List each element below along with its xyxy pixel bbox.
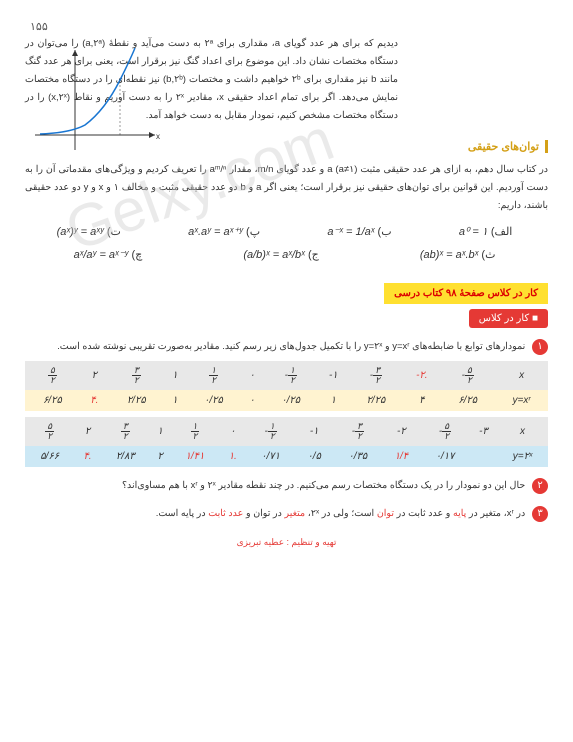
table-x-squared: ۵۲ ۲ ۳۲ ۱ ۱۲ ۰ -۱۲ -۱ -۳۲ -۲. -۵۲ x ۶/۲۵… [25, 361, 548, 411]
classwork-box: کار در کلاس [469, 309, 548, 328]
exponential-chart: x [25, 40, 165, 160]
table-2-power-x: ۵۲ ۲ ۳۲ ۱ ۱۲ ۰ -۱۲ -۱ -۳۲ -۲ -۵۲ -۳ x ۵/… [25, 417, 548, 467]
q3-number: ۳ [532, 506, 548, 522]
definition-paragraph: در کتاب سال دهم، به ازای هر عدد حقیقی مث… [25, 161, 548, 215]
svg-text:x: x [156, 132, 160, 141]
question-2: ۲ حال این دو نمودار را در یک دستگاه مختص… [25, 477, 548, 494]
question-3: ۳ در xʳ، متغیر در پایه و عدد ثابت در توا… [25, 505, 548, 522]
footer-credit: تهیه و تنظیم : عطیه تبریزی [25, 537, 548, 548]
q1-number: ۱ [532, 339, 548, 355]
formula-row-2: aˣ/aʸ = aˣ⁻ʸ چ) (a/b)ˣ = aˣ/bˣ ج) (ab)ˣ … [25, 248, 548, 261]
page-number: ۱۵۵ [30, 20, 48, 33]
q2-number: ۲ [532, 478, 548, 494]
question-1: ۱ نمودارهای توابع با ضابطه‌های y=xʳ و y=… [25, 338, 548, 355]
formula-row-1: (aˣ)ʸ = aˣʸ ت) aˣ.aʸ = aˣ⁺ʸ پ) a⁻ˣ = 1/a… [25, 225, 548, 238]
yellow-reference-tag: کار در کلاس صفحهٔ ۹۸ کتاب درسی [384, 283, 548, 304]
